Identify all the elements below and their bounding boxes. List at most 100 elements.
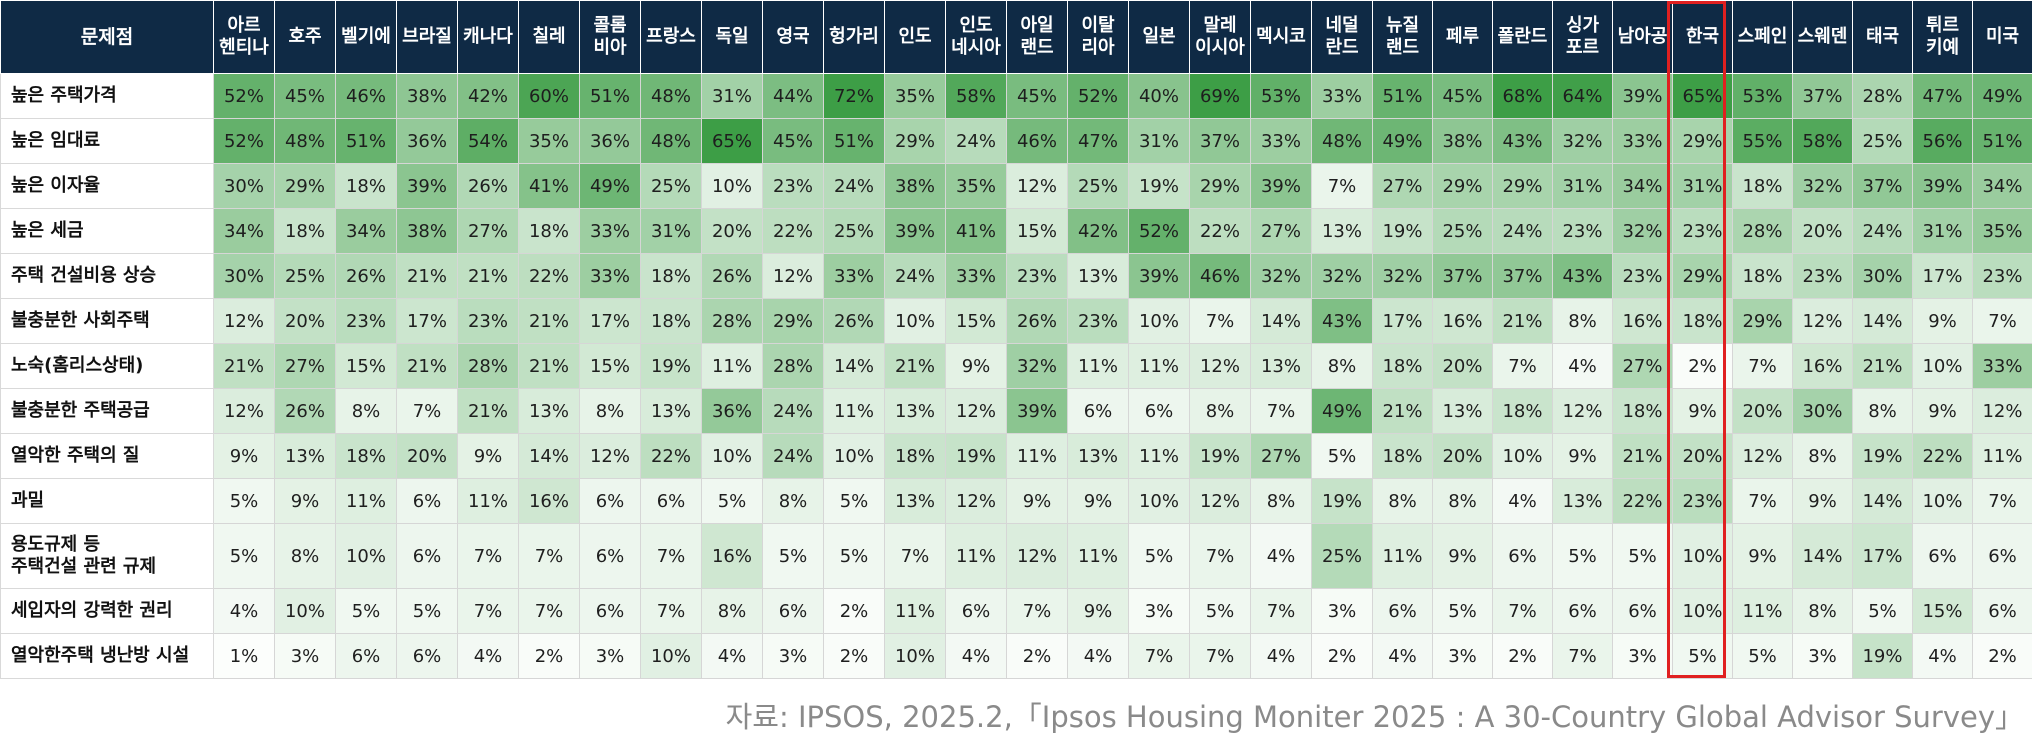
- heatmap-cell: 20%: [1433, 344, 1493, 389]
- heatmap-cell: 4%: [1553, 344, 1613, 389]
- row-title-header: 문제점: [1, 1, 214, 74]
- heatmap-cell: 9%: [1733, 524, 1793, 589]
- heatmap-cell: 27%: [1373, 164, 1433, 209]
- heatmap-cell: 7%: [1312, 164, 1373, 209]
- heatmap-cell: 7%: [519, 589, 580, 634]
- heatmap-cell: 13%: [885, 389, 946, 434]
- country-header: 벨기에: [336, 1, 397, 74]
- heatmap-cell: 5%: [824, 524, 885, 589]
- heatmap-cell: 7%: [519, 524, 580, 589]
- heatmap-cell: 10%: [885, 634, 946, 679]
- heatmap-cell: 6%: [336, 634, 397, 679]
- heatmap-cell: 2%: [1007, 634, 1068, 679]
- heatmap-cell: 4%: [214, 589, 275, 634]
- heatmap-cell: 7%: [1733, 344, 1793, 389]
- heatmap-cell: 25%: [1853, 119, 1913, 164]
- heatmap-cell: 64%: [1553, 74, 1613, 119]
- heatmap-cell: 22%: [1613, 479, 1673, 524]
- heatmap-cell: 41%: [946, 209, 1007, 254]
- heatmap-cell: 3%: [275, 634, 336, 679]
- heatmap-cell: 20%: [1673, 434, 1733, 479]
- country-header: 독일: [702, 1, 763, 74]
- heatmap-cell: 5%: [1190, 589, 1251, 634]
- heatmap-cell: 13%: [885, 479, 946, 524]
- heatmap-cell: 5%: [397, 589, 458, 634]
- heatmap-cell: 6%: [1973, 589, 2032, 634]
- heatmap-cell: 10%: [1129, 479, 1190, 524]
- heatmap-cell: 34%: [214, 209, 275, 254]
- country-header: 스페인: [1733, 1, 1793, 74]
- issue-label: 높은 주택가격: [1, 74, 214, 119]
- heatmap-cell: 33%: [1973, 344, 2032, 389]
- heatmap-cell: 19%: [1129, 164, 1190, 209]
- heatmap-cell: 13%: [275, 434, 336, 479]
- heatmap-cell: 40%: [1129, 74, 1190, 119]
- heatmap-cell: 11%: [1973, 434, 2032, 479]
- heatmap-cell: 17%: [580, 299, 641, 344]
- heatmap-cell: 51%: [336, 119, 397, 164]
- heatmap-cell: 18%: [1373, 344, 1433, 389]
- heatmap-cell: 2%: [824, 634, 885, 679]
- heatmap-cell: 22%: [763, 209, 824, 254]
- heatmap-cell: 24%: [1493, 209, 1553, 254]
- heatmap-cell: 23%: [458, 299, 519, 344]
- heatmap-cell: 55%: [1733, 119, 1793, 164]
- heatmap-cell: 6%: [946, 589, 1007, 634]
- heatmap-cell: 20%: [397, 434, 458, 479]
- heatmap-cell: 10%: [641, 634, 702, 679]
- heatmap-cell: 3%: [1312, 589, 1373, 634]
- heatmap-cell: 32%: [1312, 254, 1373, 299]
- heatmap-cell: 6%: [1613, 589, 1673, 634]
- heatmap-cell: 7%: [885, 524, 946, 589]
- heatmap-cell: 52%: [214, 119, 275, 164]
- heatmap-cell: 6%: [1373, 589, 1433, 634]
- heatmap-cell: 25%: [1312, 524, 1373, 589]
- heatmap-cell: 19%: [946, 434, 1007, 479]
- heatmap-cell: 52%: [1068, 74, 1129, 119]
- heatmap-cell: 32%: [1251, 254, 1312, 299]
- heatmap-cell: 33%: [946, 254, 1007, 299]
- heatmap-cell: 23%: [1793, 254, 1853, 299]
- heatmap-cell: 6%: [641, 479, 702, 524]
- country-header: 한국: [1673, 1, 1733, 74]
- heatmap-cell: 26%: [1007, 299, 1068, 344]
- issue-label: 노숙(홈리스상태): [1, 344, 214, 389]
- heatmap-cell: 18%: [1613, 389, 1673, 434]
- heatmap-cell: 5%: [1613, 524, 1673, 589]
- heatmap-cell: 8%: [336, 389, 397, 434]
- heatmap-cell: 12%: [1973, 389, 2032, 434]
- heatmap-cell: 33%: [1312, 74, 1373, 119]
- heatmap-cell: 10%: [824, 434, 885, 479]
- heatmap-cell: 8%: [275, 524, 336, 589]
- heatmap-cell: 21%: [1613, 434, 1673, 479]
- heatmap-cell: 33%: [1613, 119, 1673, 164]
- heatmap-cell: 15%: [1913, 589, 1973, 634]
- heatmap-cell: 24%: [885, 254, 946, 299]
- heatmap-cell: 52%: [1129, 209, 1190, 254]
- heatmap-cell: 21%: [214, 344, 275, 389]
- heatmap-cell: 25%: [641, 164, 702, 209]
- heatmap-cell: 4%: [702, 634, 763, 679]
- country-header: 멕시코: [1251, 1, 1312, 74]
- heatmap-cell: 46%: [336, 74, 397, 119]
- heatmap-cell: 16%: [702, 524, 763, 589]
- heatmap-cell: 25%: [275, 254, 336, 299]
- heatmap-cell: 13%: [1251, 344, 1312, 389]
- heatmap-cell: 36%: [580, 119, 641, 164]
- heatmap-cell: 35%: [1973, 209, 2032, 254]
- heatmap-cell: 39%: [1251, 164, 1312, 209]
- country-header: 인도: [885, 1, 946, 74]
- heatmap-cell: 13%: [1068, 254, 1129, 299]
- heatmap-cell: 14%: [1251, 299, 1312, 344]
- heatmap-cell: 5%: [1733, 634, 1793, 679]
- heatmap-cell: 7%: [641, 524, 702, 589]
- heatmap-cell: 37%: [1493, 254, 1553, 299]
